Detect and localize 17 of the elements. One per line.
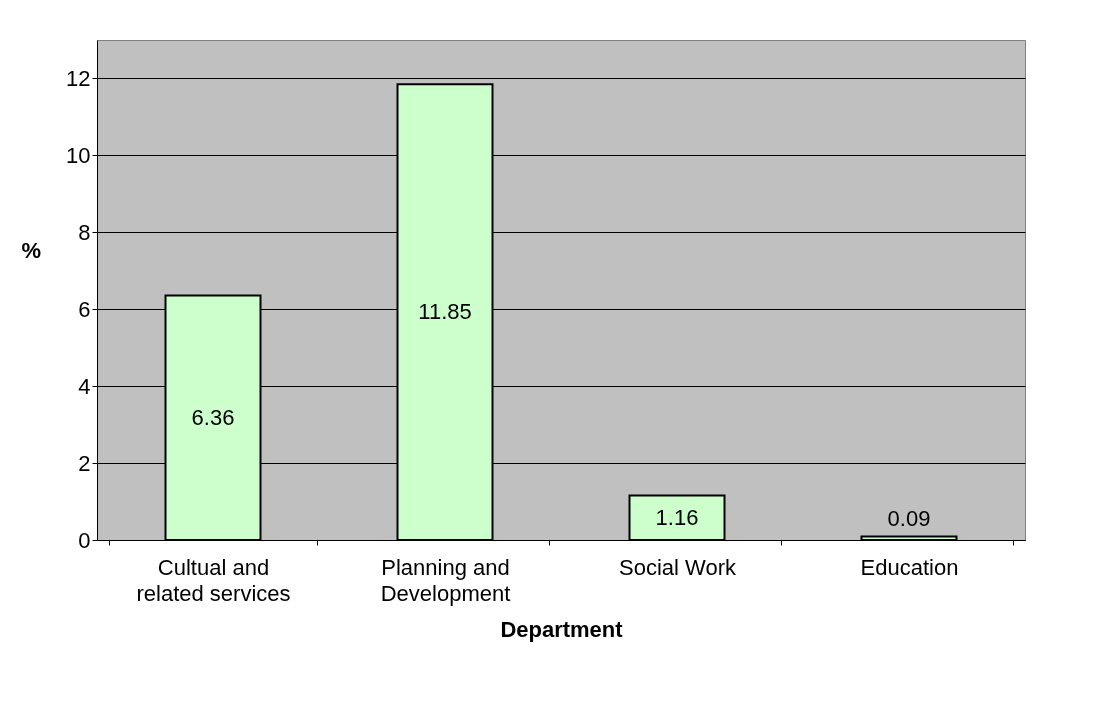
x-tick-label: Planning and Development — [380, 554, 511, 606]
x-axis-title: Department — [500, 616, 624, 642]
y-tick-label: 8 — [78, 219, 91, 245]
x-tick-label: Cultual and related services — [136, 554, 291, 606]
y-tick-label: 2 — [78, 450, 91, 476]
data-label: 11.85 — [418, 299, 472, 325]
y-tick-label: 6 — [78, 296, 91, 322]
data-label: 1.16 — [655, 504, 699, 530]
y-tick-label: 4 — [78, 373, 91, 399]
y-axis-title: % — [21, 237, 42, 263]
x-tick-label: Education — [860, 554, 959, 580]
data-label: 0.09 — [887, 505, 931, 531]
data-label: 6.36 — [191, 404, 235, 430]
y-tick-label: 10 — [66, 142, 91, 168]
x-tick-label: Social Work — [619, 554, 737, 580]
y-tick-label: 12 — [66, 65, 91, 91]
y-tick-label: 0 — [78, 527, 91, 553]
